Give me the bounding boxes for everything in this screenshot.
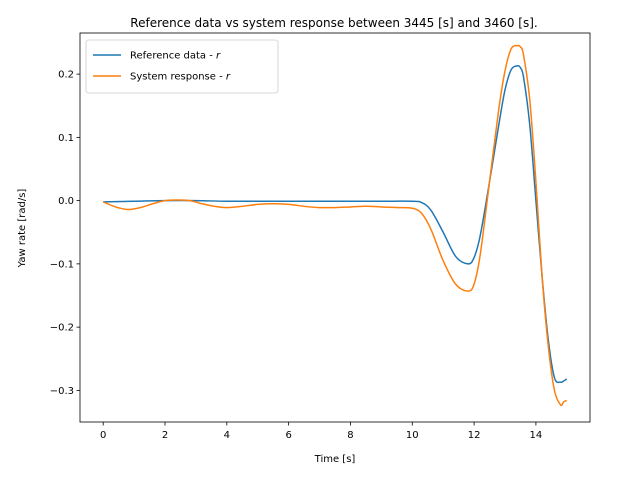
- x-tick-label: 10: [406, 430, 419, 441]
- plot-lines: [102, 44, 568, 407]
- x-tick-label: 0: [100, 430, 106, 441]
- x-axis-ticks: 0 2 4 6 8 10 12 14: [100, 422, 542, 441]
- x-tick-label: 8: [347, 430, 353, 441]
- legend: Reference data - r System response - r: [85, 39, 279, 94]
- y-tick-label: −0.2: [50, 323, 74, 334]
- x-tick-label: 14: [530, 430, 543, 441]
- y-tick-label: −0.1: [50, 259, 74, 270]
- x-axis-label: Time [s]: [314, 454, 356, 465]
- x-tick-label: 12: [468, 430, 481, 441]
- axes-frame: [79, 32, 591, 423]
- series-line-2: [102, 44, 568, 407]
- y-tick-label: 0.1: [58, 133, 74, 144]
- x-tick-label: 6: [285, 430, 291, 441]
- y-tick-label: −0.3: [50, 386, 74, 397]
- legend-box: [85, 39, 279, 94]
- chart-title: Reference data vs system response betwee…: [130, 16, 537, 30]
- y-tick-label: 0.0: [58, 196, 74, 207]
- y-tick-label: 0.2: [58, 70, 74, 81]
- y-axis-label: Yaw rate [rad/s]: [17, 189, 28, 269]
- x-tick-label: 4: [224, 430, 230, 441]
- x-tick-label: 2: [162, 430, 168, 441]
- legend-label-2: System response - r: [130, 72, 231, 83]
- y-axis-ticks: −0.3 −0.2 −0.1 0.0 0.1 0.2: [50, 70, 80, 397]
- legend-label-1: Reference data - r: [130, 51, 221, 62]
